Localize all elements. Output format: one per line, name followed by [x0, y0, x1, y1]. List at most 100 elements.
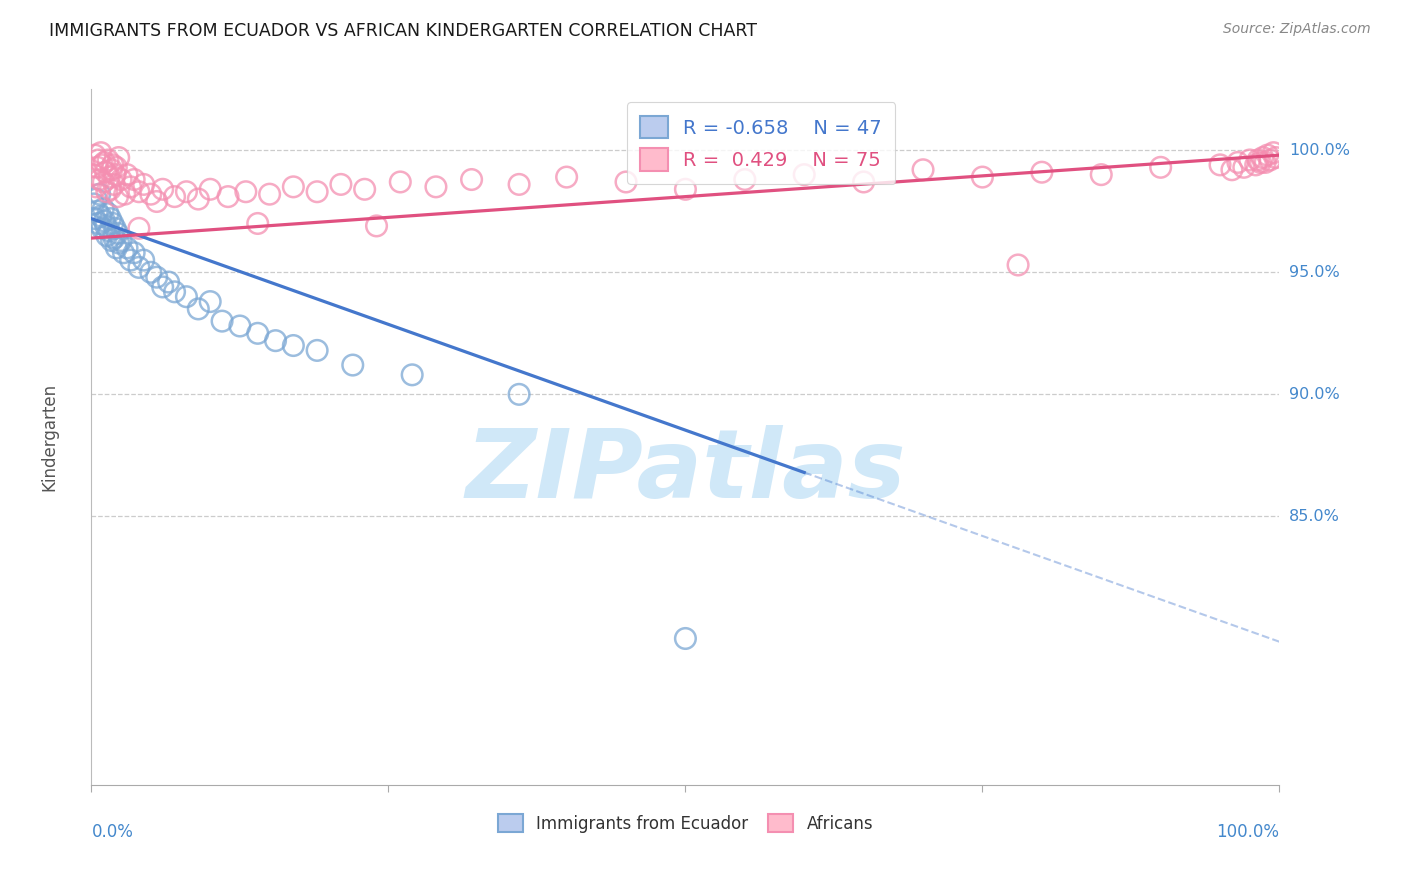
Point	[152, 182, 174, 196]
Point	[86, 204, 108, 219]
Point	[1226, 155, 1249, 169]
Point	[460, 172, 482, 186]
Point	[1251, 151, 1274, 165]
Point	[163, 285, 186, 299]
Point	[87, 153, 110, 167]
Point	[614, 175, 637, 189]
Point	[110, 234, 132, 248]
Point	[84, 192, 107, 206]
Point	[91, 221, 114, 235]
Point	[104, 221, 127, 235]
Point	[852, 175, 875, 189]
Point	[83, 197, 105, 211]
Point	[122, 245, 145, 260]
Point	[84, 211, 107, 226]
Point	[673, 632, 696, 646]
Point	[93, 214, 115, 228]
Point	[259, 187, 281, 202]
Point	[97, 153, 120, 167]
Point	[911, 162, 934, 177]
Point	[112, 245, 135, 260]
Text: 100.0%: 100.0%	[1289, 143, 1350, 158]
Point	[96, 228, 118, 243]
Text: Kindergarten: Kindergarten	[41, 383, 58, 491]
Point	[200, 182, 222, 196]
Point	[673, 182, 696, 196]
Point	[187, 192, 209, 206]
Point	[98, 224, 121, 238]
Point	[93, 155, 115, 169]
Point	[972, 170, 994, 185]
Point	[94, 219, 117, 233]
Point	[1244, 158, 1267, 172]
Point	[246, 326, 269, 341]
Point	[107, 151, 129, 165]
Point	[187, 301, 209, 316]
Point	[211, 314, 233, 328]
Point	[1220, 162, 1243, 177]
Text: 100.0%: 100.0%	[1216, 823, 1279, 841]
Point	[163, 189, 186, 203]
Point	[1264, 151, 1286, 165]
Point	[353, 182, 375, 196]
Point	[103, 231, 125, 245]
Point	[91, 175, 114, 189]
Point	[114, 187, 136, 202]
Point	[86, 161, 108, 175]
Point	[425, 179, 447, 194]
Text: 90.0%: 90.0%	[1289, 387, 1340, 402]
Point	[132, 178, 155, 192]
Point	[283, 179, 305, 194]
Point	[132, 253, 155, 268]
Point	[83, 168, 105, 182]
Point	[115, 168, 138, 182]
Text: ZIPatlas: ZIPatlas	[465, 425, 905, 518]
Point	[1233, 161, 1256, 175]
Point	[100, 234, 122, 248]
Point	[1031, 165, 1053, 179]
Text: IMMIGRANTS FROM ECUADOR VS AFRICAN KINDERGARTEN CORRELATION CHART: IMMIGRANTS FROM ECUADOR VS AFRICAN KINDE…	[49, 22, 758, 40]
Point	[145, 194, 167, 209]
Point	[1249, 155, 1271, 169]
Point	[401, 368, 423, 382]
Point	[793, 168, 815, 182]
Point	[229, 318, 252, 333]
Point	[1007, 258, 1029, 272]
Point	[235, 185, 257, 199]
Point	[110, 172, 132, 186]
Point	[508, 387, 530, 401]
Point	[103, 178, 125, 192]
Point	[120, 179, 142, 194]
Point	[246, 217, 269, 231]
Point	[89, 172, 111, 186]
Point	[128, 185, 150, 199]
Point	[329, 178, 352, 192]
Text: 0.0%: 0.0%	[91, 823, 134, 841]
Point	[217, 189, 239, 203]
Point	[101, 217, 124, 231]
Point	[152, 280, 174, 294]
Point	[389, 175, 412, 189]
Point	[87, 217, 110, 231]
Point	[90, 209, 112, 223]
Point	[91, 202, 114, 216]
Point	[122, 172, 145, 186]
Point	[84, 148, 107, 162]
Point	[145, 270, 167, 285]
Point	[176, 185, 198, 199]
Point	[1247, 153, 1270, 167]
Point	[105, 241, 128, 255]
Point	[1257, 148, 1279, 162]
Point	[91, 158, 114, 172]
Point	[84, 179, 107, 194]
Point	[101, 158, 124, 172]
Point	[264, 334, 287, 348]
Point	[200, 294, 222, 309]
Point	[1263, 145, 1285, 160]
Point	[1258, 153, 1281, 167]
Point	[100, 211, 122, 226]
Point	[176, 290, 198, 304]
Point	[157, 275, 180, 289]
Point	[107, 226, 129, 240]
Point	[90, 145, 112, 160]
